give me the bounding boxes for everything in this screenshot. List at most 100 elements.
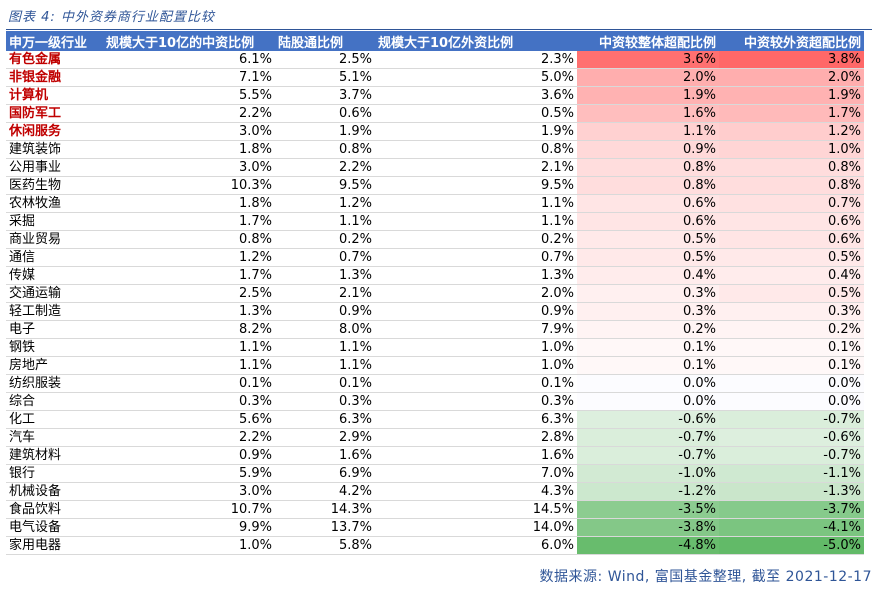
foreign-ratio-cell: 7.9%	[375, 320, 577, 339]
overweight-vs-foreign-cell: 0.5%	[719, 248, 864, 267]
title-divider	[6, 29, 872, 30]
overweight-vs-foreign-cell: -0.6%	[719, 428, 864, 447]
northbound-ratio-cell: 0.8%	[275, 140, 375, 159]
overweight-vs-total-cell: -0.6%	[577, 410, 719, 429]
foreign-ratio-cell: 0.3%	[375, 392, 577, 411]
northbound-ratio-cell: 1.1%	[275, 356, 375, 375]
domestic-ratio-cell: 1.7%	[103, 212, 275, 231]
overweight-vs-foreign-cell: -1.3%	[719, 482, 864, 501]
industry-allocation-table: 申万一级行业 规模大于10亿的中资比例 陆股通比例 规模大于10亿外资比例 中资…	[6, 31, 864, 555]
foreign-ratio-cell: 7.0%	[375, 464, 577, 483]
overweight-vs-foreign-cell: 3.8%	[719, 51, 864, 69]
industry-name-cell: 通信	[6, 248, 103, 267]
industry-name-cell: 采掘	[6, 212, 103, 231]
industry-name-cell: 休闲服务	[6, 122, 103, 141]
overweight-vs-foreign-cell: 0.7%	[719, 194, 864, 213]
foreign-ratio-cell: 2.8%	[375, 428, 577, 447]
foreign-ratio-cell: 1.0%	[375, 338, 577, 357]
northbound-ratio-cell: 1.2%	[275, 194, 375, 213]
overweight-vs-foreign-cell: 0.8%	[719, 176, 864, 195]
table-row: 采掘 1.7% 1.1% 1.1% 0.6% 0.6%	[6, 212, 864, 231]
table-row: 机械设备 3.0% 4.2% 4.3% -1.2% -1.3%	[6, 482, 864, 501]
overweight-vs-total-cell: -0.7%	[577, 446, 719, 465]
header-foreign-ratio: 规模大于10亿外资比例	[375, 31, 577, 51]
overweight-vs-total-cell: 0.5%	[577, 230, 719, 249]
northbound-ratio-cell: 0.2%	[275, 230, 375, 249]
foreign-ratio-cell: 1.9%	[375, 122, 577, 141]
table-row: 非银金融 7.1% 5.1% 5.0% 2.0% 2.0%	[6, 68, 864, 87]
overweight-vs-total-cell: 0.3%	[577, 284, 719, 303]
industry-name-cell: 国防军工	[6, 104, 103, 123]
domestic-ratio-cell: 1.1%	[103, 338, 275, 357]
overweight-vs-total-cell: 0.4%	[577, 266, 719, 285]
table-row: 纺织服装 0.1% 0.1% 0.1% 0.0% 0.0%	[6, 374, 864, 393]
overweight-vs-total-cell: -0.7%	[577, 428, 719, 447]
header-overweight-vs-total: 中资较整体超配比例	[577, 31, 719, 51]
domestic-ratio-cell: 2.2%	[103, 104, 275, 123]
northbound-ratio-cell: 6.9%	[275, 464, 375, 483]
industry-name-cell: 计算机	[6, 86, 103, 105]
overweight-vs-foreign-cell: -3.7%	[719, 500, 864, 519]
foreign-ratio-cell: 1.1%	[375, 194, 577, 213]
foreign-ratio-cell: 4.3%	[375, 482, 577, 501]
overweight-vs-total-cell: 1.9%	[577, 86, 719, 105]
table-row: 国防军工 2.2% 0.6% 0.5% 1.6% 1.7%	[6, 104, 864, 123]
foreign-ratio-cell: 6.0%	[375, 536, 577, 555]
table-row: 农林牧渔 1.8% 1.2% 1.1% 0.6% 0.7%	[6, 194, 864, 213]
overweight-vs-foreign-cell: -0.7%	[719, 446, 864, 465]
industry-name-cell: 非银金融	[6, 68, 103, 87]
industry-name-cell: 电气设备	[6, 518, 103, 537]
northbound-ratio-cell: 6.3%	[275, 410, 375, 429]
overweight-vs-total-cell: 0.6%	[577, 212, 719, 231]
table-row: 商业贸易 0.8% 0.2% 0.2% 0.5% 0.6%	[6, 230, 864, 249]
domestic-ratio-cell: 1.3%	[103, 302, 275, 321]
domestic-ratio-cell: 0.1%	[103, 374, 275, 393]
overweight-vs-total-cell: 0.0%	[577, 392, 719, 411]
overweight-vs-total-cell: 0.3%	[577, 302, 719, 321]
domestic-ratio-cell: 1.8%	[103, 140, 275, 159]
overweight-vs-total-cell: 2.0%	[577, 68, 719, 87]
industry-name-cell: 机械设备	[6, 482, 103, 501]
overweight-vs-foreign-cell: 1.2%	[719, 122, 864, 141]
foreign-ratio-cell: 14.0%	[375, 518, 577, 537]
northbound-ratio-cell: 0.9%	[275, 302, 375, 321]
data-source-note: 数据来源: Wind, 富国基金整理, 截至 2021-12-17	[539, 569, 872, 585]
industry-name-cell: 公用事业	[6, 158, 103, 177]
foreign-ratio-cell: 1.1%	[375, 212, 577, 231]
overweight-vs-foreign-cell: 1.0%	[719, 140, 864, 159]
northbound-ratio-cell: 0.7%	[275, 248, 375, 267]
table-row: 有色金属 6.1% 2.5% 2.3% 3.6% 3.8%	[6, 51, 864, 69]
foreign-ratio-cell: 2.0%	[375, 284, 577, 303]
northbound-ratio-cell: 1.1%	[275, 338, 375, 357]
northbound-ratio-cell: 2.5%	[275, 51, 375, 69]
domestic-ratio-cell: 1.1%	[103, 356, 275, 375]
overweight-vs-foreign-cell: 0.0%	[719, 374, 864, 393]
foreign-ratio-cell: 2.3%	[375, 51, 577, 69]
overweight-vs-total-cell: 1.1%	[577, 122, 719, 141]
foreign-ratio-cell: 9.5%	[375, 176, 577, 195]
table-row: 钢铁 1.1% 1.1% 1.0% 0.1% 0.1%	[6, 338, 864, 357]
table-row: 汽车 2.2% 2.9% 2.8% -0.7% -0.6%	[6, 428, 864, 447]
northbound-ratio-cell: 9.5%	[275, 176, 375, 195]
table-row: 轻工制造 1.3% 0.9% 0.9% 0.3% 0.3%	[6, 302, 864, 321]
industry-name-cell: 纺织服装	[6, 374, 103, 393]
northbound-ratio-cell: 0.1%	[275, 374, 375, 393]
overweight-vs-total-cell: 0.1%	[577, 356, 719, 375]
domestic-ratio-cell: 0.9%	[103, 446, 275, 465]
northbound-ratio-cell: 3.7%	[275, 86, 375, 105]
domestic-ratio-cell: 5.9%	[103, 464, 275, 483]
foreign-ratio-cell: 0.9%	[375, 302, 577, 321]
overweight-vs-total-cell: 0.1%	[577, 338, 719, 357]
industry-name-cell: 综合	[6, 392, 103, 411]
overweight-vs-total-cell: 0.2%	[577, 320, 719, 339]
northbound-ratio-cell: 1.9%	[275, 122, 375, 141]
overweight-vs-total-cell: 0.9%	[577, 140, 719, 159]
northbound-ratio-cell: 0.6%	[275, 104, 375, 123]
northbound-ratio-cell: 1.1%	[275, 212, 375, 231]
foreign-ratio-cell: 14.5%	[375, 500, 577, 519]
overweight-vs-foreign-cell: 0.5%	[719, 284, 864, 303]
foreign-ratio-cell: 2.1%	[375, 158, 577, 177]
overweight-vs-total-cell: -1.0%	[577, 464, 719, 483]
domestic-ratio-cell: 9.9%	[103, 518, 275, 537]
domestic-ratio-cell: 5.6%	[103, 410, 275, 429]
